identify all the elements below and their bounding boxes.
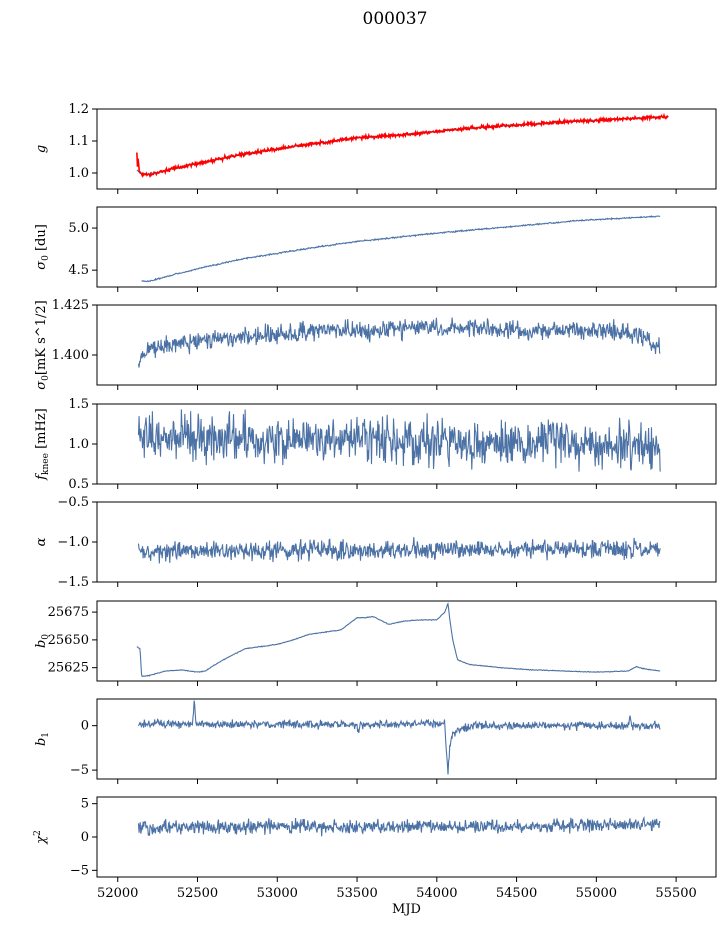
x-tick-label: 53500 <box>336 886 377 901</box>
y-axis-label: fknee [mHz] <box>34 408 51 481</box>
y-axis-label: σ0[mK s^1/2] <box>34 300 51 389</box>
axes-frame <box>96 698 717 780</box>
panel-8: −5 0 5 52000 52500 53000 53500 54000 54500 55000 5… <box>33 796 717 917</box>
y-tick-label: 1.5 <box>68 397 89 412</box>
panel-6: 25625 25650 25675 b0 <box>34 600 717 686</box>
y-tick-label: 25675 <box>48 605 89 620</box>
x-tick-label: 53000 <box>257 886 298 901</box>
y-tick-label: 1.0 <box>68 437 89 452</box>
y-tick-label: 0 <box>81 830 89 845</box>
y-tick-label: 5 <box>81 797 89 812</box>
axes-frame <box>96 501 717 583</box>
y-tick-label: 25625 <box>48 661 89 676</box>
y-tick-label: 5.0 <box>68 221 89 236</box>
y-tick-label: −5 <box>70 763 89 778</box>
panel-5: −1.5 −1.0 −0.5 α <box>34 495 717 590</box>
y-axis-label: α <box>34 537 49 546</box>
y-tick-label: 1.1 <box>68 134 89 149</box>
panel-4: 0.5 1.0 1.5 fknee [mHz] <box>34 397 717 492</box>
x-axis-label: MJD <box>392 902 421 917</box>
y-tick-label: 1.2 <box>68 102 89 117</box>
axes-frame <box>96 304 717 386</box>
y-tick-label: 0 <box>81 719 89 734</box>
x-tick-label: 52500 <box>177 886 218 901</box>
panel-2: 4.5 5.0 σ0 [du] <box>34 206 717 292</box>
series-line <box>137 409 661 472</box>
series-line <box>141 215 661 283</box>
series-line <box>137 537 661 564</box>
y-tick-label: 1.0 <box>68 166 89 181</box>
series-line <box>136 115 661 176</box>
y-tick-label: −1.0 <box>57 535 89 550</box>
x-tick-label: 52000 <box>97 886 138 901</box>
y-tick-label: 4.5 <box>68 263 89 278</box>
series-line <box>137 816 661 837</box>
x-tick-label: 55000 <box>576 886 617 901</box>
y-axis-label: σ0 [du] <box>34 224 51 270</box>
figure-title: 000037 <box>363 9 428 29</box>
axes-frame <box>96 108 717 190</box>
series-line <box>136 602 661 677</box>
panel-7: −5 0 b1 <box>34 698 717 784</box>
panel-1: 1.0 1.1 1.2 g <box>34 102 717 194</box>
y-axis-label: χ2 <box>33 830 49 845</box>
overlay-series-line <box>136 112 669 179</box>
y-axis-label: g <box>34 145 49 153</box>
y-tick-label: −0.5 <box>57 495 89 510</box>
y-tick-label: 1.425 <box>52 298 89 313</box>
y-tick-label: 0.5 <box>68 477 89 492</box>
y-tick-label: −5 <box>70 863 89 878</box>
y-axis-label: b1 <box>34 732 51 746</box>
x-tick-label: 54500 <box>496 886 537 901</box>
axes-frame <box>96 796 717 878</box>
series-line <box>137 317 661 368</box>
y-axis-label: b0 <box>34 634 51 648</box>
axes-frame <box>96 206 717 288</box>
y-tick-label: −1.5 <box>57 575 89 590</box>
y-tick-label: 1.400 <box>52 348 89 363</box>
series-line <box>137 700 661 775</box>
y-tick-label: 25650 <box>48 633 89 648</box>
x-tick-label: 55500 <box>655 886 696 901</box>
x-tick-label: 54000 <box>416 886 457 901</box>
axes-frame <box>96 600 717 682</box>
